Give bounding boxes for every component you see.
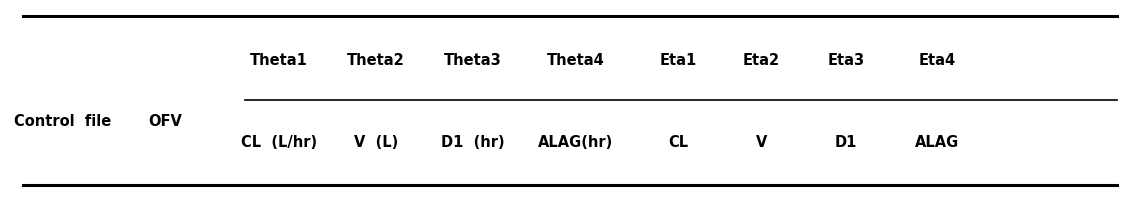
Text: V  (L): V (L) (355, 135, 398, 150)
Text: CL: CL (668, 135, 689, 150)
Text: ALAG: ALAG (915, 135, 959, 150)
Text: Eta4: Eta4 (919, 53, 955, 68)
Text: Eta2: Eta2 (743, 53, 780, 68)
Text: D1  (hr): D1 (hr) (441, 135, 505, 150)
Text: CL  (L/hr): CL (L/hr) (242, 135, 317, 150)
Text: ALAG(hr): ALAG(hr) (538, 135, 613, 150)
Text: Control  file: Control file (14, 114, 112, 129)
Text: Eta3: Eta3 (828, 53, 864, 68)
Text: V: V (756, 135, 767, 150)
Text: Theta4: Theta4 (547, 53, 604, 68)
Text: Eta1: Eta1 (660, 53, 697, 68)
Text: Theta3: Theta3 (445, 53, 502, 68)
Text: Theta1: Theta1 (251, 53, 308, 68)
Text: Theta2: Theta2 (348, 53, 405, 68)
Text: D1: D1 (834, 135, 857, 150)
Text: OFV: OFV (148, 114, 182, 129)
